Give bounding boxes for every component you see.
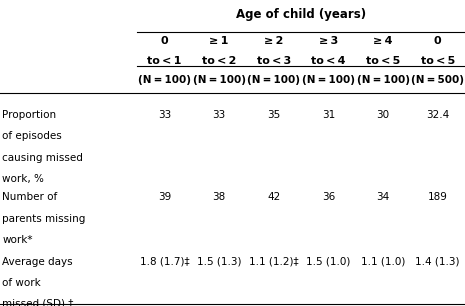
- Text: 1.5 (1.3): 1.5 (1.3): [197, 257, 241, 267]
- Text: work, %: work, %: [2, 174, 44, 184]
- Text: Proportion: Proportion: [2, 110, 56, 120]
- Text: to < 4: to < 4: [311, 56, 345, 66]
- Text: of work: of work: [2, 278, 41, 288]
- Text: (N = 100): (N = 100): [357, 75, 410, 85]
- Text: to < 3: to < 3: [257, 56, 291, 66]
- Text: ≥ 2: ≥ 2: [264, 36, 284, 46]
- Text: 36: 36: [322, 192, 335, 202]
- Text: causing missed: causing missed: [2, 153, 83, 162]
- Text: 0: 0: [434, 36, 441, 46]
- Text: (N = 500): (N = 500): [411, 75, 464, 85]
- Text: 189: 189: [428, 192, 448, 202]
- Text: Age of child (years): Age of child (years): [236, 8, 366, 21]
- Text: 33: 33: [213, 110, 226, 120]
- Text: missed (SD) †: missed (SD) †: [2, 299, 73, 306]
- Text: 0: 0: [161, 36, 168, 46]
- Text: 1.5 (1.0): 1.5 (1.0): [306, 257, 351, 267]
- Text: to < 1: to < 1: [147, 56, 182, 66]
- Text: 32.4: 32.4: [426, 110, 449, 120]
- Text: 42: 42: [267, 192, 280, 202]
- Text: Number of: Number of: [2, 192, 58, 202]
- Text: 35: 35: [267, 110, 280, 120]
- Text: (N = 100): (N = 100): [247, 75, 300, 85]
- Text: 1.1 (1.0): 1.1 (1.0): [361, 257, 405, 267]
- Text: of episodes: of episodes: [2, 131, 62, 141]
- Text: parents missing: parents missing: [2, 214, 86, 224]
- Text: to < 5: to < 5: [420, 56, 455, 66]
- Text: ≥ 1: ≥ 1: [209, 36, 229, 46]
- Text: ≥ 3: ≥ 3: [319, 36, 338, 46]
- Text: 1.4 (1.3): 1.4 (1.3): [415, 257, 460, 267]
- Text: 38: 38: [213, 192, 226, 202]
- Text: 31: 31: [322, 110, 335, 120]
- Text: (N = 100): (N = 100): [302, 75, 355, 85]
- Text: Average days: Average days: [2, 257, 73, 267]
- Text: ≥ 4: ≥ 4: [373, 36, 393, 46]
- Text: (N = 100): (N = 100): [193, 75, 246, 85]
- Text: (N = 100): (N = 100): [138, 75, 191, 85]
- Text: work*: work*: [2, 235, 33, 245]
- Text: 1.8 (1.7)‡: 1.8 (1.7)‡: [140, 257, 189, 267]
- Text: 34: 34: [377, 192, 390, 202]
- Text: 33: 33: [158, 110, 171, 120]
- Text: 1.1 (1.2)‡: 1.1 (1.2)‡: [249, 257, 299, 267]
- Text: to < 2: to < 2: [202, 56, 236, 66]
- Text: 39: 39: [158, 192, 171, 202]
- Text: 30: 30: [377, 110, 390, 120]
- Text: to < 5: to < 5: [366, 56, 400, 66]
